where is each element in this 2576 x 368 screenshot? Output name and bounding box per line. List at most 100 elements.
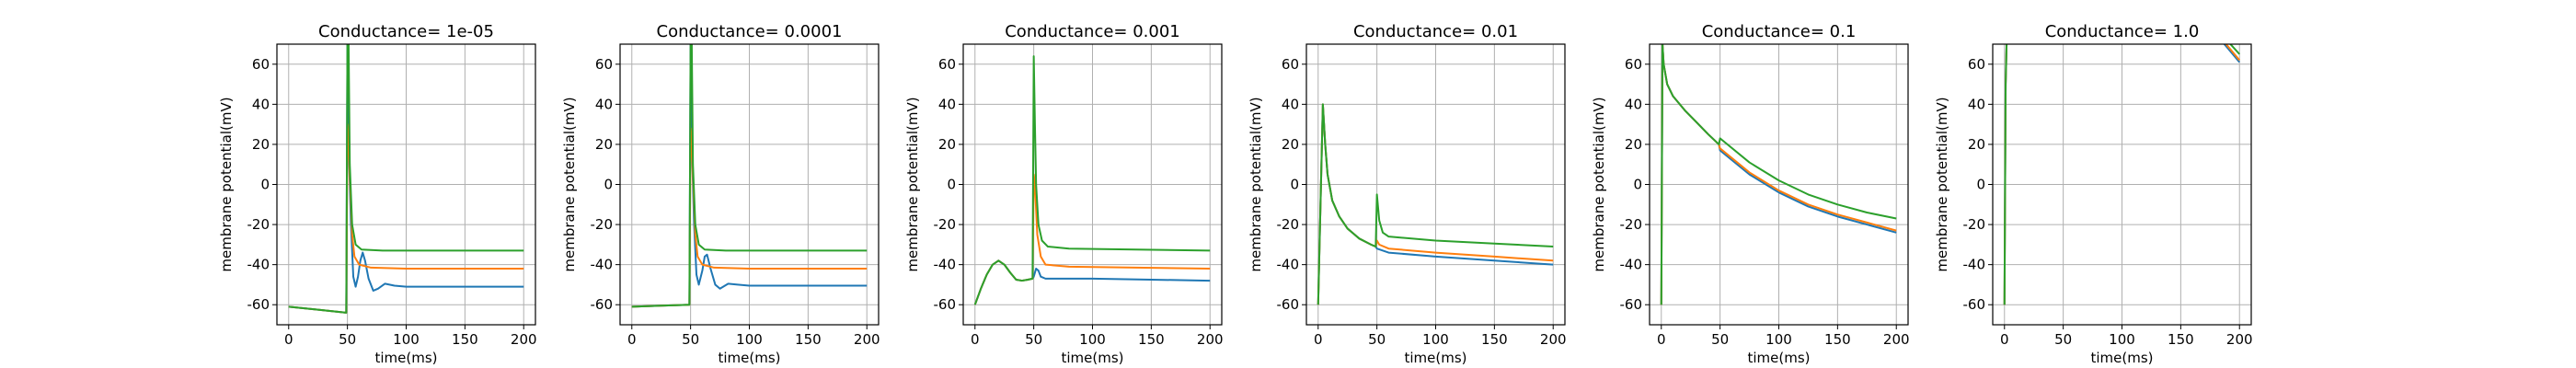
y-tick-label: 20	[1282, 136, 1299, 153]
y-tick-label: -60	[1620, 296, 1643, 313]
gridlines	[963, 44, 1222, 325]
y-axis-label: membrane potential(mV)	[1591, 97, 1607, 271]
subplot-4: 0 50 100 150 200 -60 -40 -20 0 20 40 60 Conductance=…	[1248, 22, 1567, 366]
x-tick-label: 150	[1138, 331, 1165, 348]
y-tick-label: 20	[252, 136, 270, 153]
series-group	[2003, 44, 2240, 305]
series-line-3	[1660, 44, 1897, 305]
y-tick-label: 0	[1976, 177, 1985, 193]
y-tick-label: 60	[252, 56, 270, 73]
y-axis-label: membrane potential(mV)	[561, 97, 578, 271]
y-tick-label: -60	[591, 296, 614, 313]
y-tick-label: 20	[595, 136, 613, 153]
subplots: 0 50 100 150 200-60-40-200204060Conductance=…	[218, 22, 2253, 366]
series-line-3	[973, 55, 1211, 305]
series-group	[1317, 103, 1554, 305]
series-line-3	[631, 44, 868, 308]
x-tick-label: 150	[452, 331, 478, 348]
y-tick-label: 40	[1282, 96, 1299, 112]
x-tick-label: 200	[1197, 331, 1224, 348]
x-tick-label: 0	[2000, 331, 2009, 348]
x-tick-label: 50	[1368, 331, 1386, 348]
series-group	[288, 44, 524, 314]
y-tick-label: 60	[938, 56, 956, 73]
y-tick-label: 60	[1282, 56, 1299, 73]
y-tick-label: -40	[934, 257, 957, 273]
subplot-1: 0 50 100 150 200 -60 -40 -20 0 20 40 60 Conductance=…	[218, 22, 537, 366]
y-tick-label: 60	[1968, 56, 1985, 73]
series-line-3	[2003, 44, 2240, 305]
y-tick-label: 20	[1625, 136, 1642, 153]
series-group	[1660, 44, 1897, 305]
subplot-2: 0 50 100 150 200 -60 -40 -20 0 20 40 60 Conductance=…	[561, 22, 880, 366]
x-tick-label: 200	[854, 331, 880, 348]
y-tick-label: 0	[604, 177, 613, 193]
x-tick-label: 100	[2109, 331, 2135, 348]
y-tick-label: -20	[934, 216, 957, 233]
x-axis-label: time(ms)	[374, 350, 437, 366]
x-tick-label: 100	[393, 331, 420, 348]
y-tick-label: -20	[247, 216, 270, 233]
y-tick-label: -60	[934, 296, 957, 313]
y-tick-label: -60	[1963, 296, 1986, 313]
y-tick-label: 60	[595, 56, 613, 73]
y-tick-label: 20	[1968, 136, 1985, 153]
y-tick-label: 40	[595, 96, 613, 112]
x-tick-label: 50	[339, 331, 356, 348]
series-group	[631, 44, 868, 308]
y-tick-label: 40	[252, 96, 270, 112]
series-line-3	[1317, 103, 1554, 305]
x-tick-label: 0	[627, 331, 637, 348]
x-axis-label: time(ms)	[1747, 350, 1810, 366]
y-tick-label: 0	[260, 177, 270, 193]
y-axis-label: membrane potential(mV)	[218, 97, 235, 271]
y-tick-label: 40	[1625, 96, 1642, 112]
x-axis-label: time(ms)	[1061, 350, 1123, 366]
y-axis-label: membrane potential(mV)	[1248, 97, 1264, 271]
subplot-title: Conductance= 1e-05	[318, 22, 494, 41]
x-tick-label: 200	[2226, 331, 2253, 348]
x-tick-label: 50	[682, 331, 699, 348]
y-axis-label: membrane potential(mV)	[1934, 97, 1950, 271]
x-tick-label: 200	[1540, 331, 1567, 348]
x-tick-label: 50	[1711, 331, 1729, 348]
x-tick-label: 150	[1824, 331, 1851, 348]
y-tick-label: -40	[1963, 257, 1986, 273]
x-tick-label: 100	[1765, 331, 1792, 348]
y-tick-label: -20	[591, 216, 614, 233]
y-tick-label: -60	[1277, 296, 1300, 313]
y-tick-label: 60	[1625, 56, 1642, 73]
x-axis-label: time(ms)	[1404, 350, 1466, 366]
y-tick-label: 40	[1968, 96, 1985, 112]
y-axis-label: membrane potential(mV)	[904, 97, 921, 271]
x-tick-label: 150	[1481, 331, 1508, 348]
y-tick-label: 40	[938, 96, 956, 112]
x-tick-label: 200	[511, 331, 537, 348]
x-tick-label: 100	[736, 331, 763, 348]
x-tick-label: 50	[1025, 331, 1042, 348]
y-tick-label: 0	[947, 177, 956, 193]
y-tick-label: -40	[247, 257, 270, 273]
subplot-3: 0 50 100 150 200 -60 -40 -20 0 20 40 60 Conductance=…	[904, 22, 1224, 366]
subplot-title: Conductance= 0.01	[1353, 22, 1518, 41]
x-tick-label: 100	[1422, 331, 1449, 348]
x-tick-label: 0	[284, 331, 293, 348]
x-tick-label: 0	[971, 331, 980, 348]
gridlines	[1306, 44, 1565, 325]
x-tick-label: 100	[1079, 331, 1106, 348]
subplot-5: 0 50 100 150 200 -60 -40 -20 0 20 40 60 Conductance=…	[1591, 22, 1910, 366]
y-tick-label: 0	[1290, 177, 1299, 193]
subplot-title: Conductance= 0.0001	[657, 22, 843, 41]
x-axis-label: time(ms)	[2090, 350, 2153, 366]
x-tick-label: 150	[795, 331, 822, 348]
y-tick-label: -40	[591, 257, 614, 273]
gridlines	[620, 44, 879, 325]
series-group	[973, 55, 1211, 305]
y-tick-label: -20	[1963, 216, 1986, 233]
y-tick-label: -40	[1620, 257, 1643, 273]
x-tick-label: 50	[2054, 331, 2072, 348]
y-tick-label: -60	[247, 296, 270, 313]
series-line-3	[288, 44, 524, 314]
x-tick-label: 0	[1657, 331, 1666, 348]
